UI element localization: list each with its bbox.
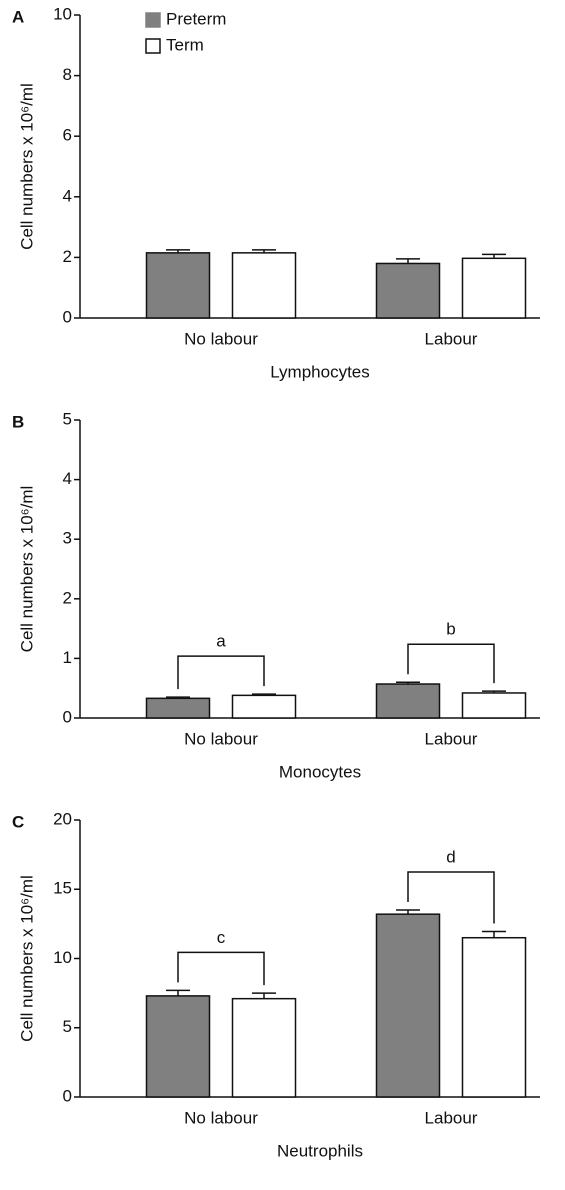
bar bbox=[375, 262, 441, 319]
y-tick-label: 10 bbox=[53, 4, 72, 23]
bar bbox=[461, 257, 527, 319]
x-axis-label: Neutrophils bbox=[277, 1141, 363, 1160]
x-axis-label: Lymphocytes bbox=[270, 362, 370, 381]
bar bbox=[231, 997, 297, 1098]
annotation: c bbox=[217, 928, 226, 947]
panel-label: B bbox=[12, 412, 24, 431]
legend-swatch bbox=[145, 38, 161, 54]
bar bbox=[461, 692, 527, 719]
panel-label: A bbox=[12, 7, 24, 26]
y-tick-label: 10 bbox=[53, 948, 72, 967]
y-tick-label: 2 bbox=[63, 247, 72, 266]
bar bbox=[145, 697, 211, 719]
bar bbox=[145, 995, 211, 1098]
x-tick-label: Labour bbox=[425, 729, 478, 748]
y-axis-label: Cell numbers x 10⁶/ml bbox=[17, 875, 36, 1042]
y-tick-label: 4 bbox=[63, 469, 72, 488]
significance-bracket bbox=[407, 871, 495, 924]
significance-bracket bbox=[407, 643, 495, 684]
y-tick-label: 5 bbox=[63, 1017, 72, 1036]
y-tick-label: 3 bbox=[63, 529, 72, 548]
bar bbox=[145, 252, 211, 319]
x-tick-label: Labour bbox=[425, 1108, 478, 1127]
x-tick-label: Labour bbox=[425, 329, 478, 348]
y-tick-label: 20 bbox=[53, 809, 72, 828]
legend-label: Term bbox=[166, 35, 204, 54]
annotation: d bbox=[446, 848, 455, 867]
y-tick-label: 15 bbox=[53, 879, 72, 898]
y-tick-label: 5 bbox=[63, 409, 72, 428]
panel-label: C bbox=[12, 812, 24, 831]
y-tick-label: 0 bbox=[63, 1086, 72, 1105]
annotation: a bbox=[216, 632, 226, 651]
x-tick-label: No labour bbox=[184, 729, 258, 748]
y-tick-label: 2 bbox=[63, 588, 72, 607]
annotation: b bbox=[446, 620, 455, 639]
x-axis-label: Monocytes bbox=[279, 762, 361, 781]
y-tick-label: 1 bbox=[63, 648, 72, 667]
bar bbox=[231, 694, 297, 719]
significance-bracket bbox=[177, 951, 265, 986]
legend-label: Preterm bbox=[166, 9, 226, 28]
y-tick-label: 0 bbox=[63, 307, 72, 326]
y-tick-label: 6 bbox=[63, 126, 72, 145]
y-tick-label: 0 bbox=[63, 707, 72, 726]
y-tick-label: 4 bbox=[63, 186, 72, 205]
y-axis-label: Cell numbers x 10⁶/ml bbox=[17, 486, 36, 653]
x-tick-label: No labour bbox=[184, 329, 258, 348]
bar bbox=[375, 683, 441, 719]
x-tick-label: No labour bbox=[184, 1108, 258, 1127]
bar bbox=[375, 913, 441, 1098]
legend-swatch bbox=[145, 12, 161, 28]
y-axis-label: Cell numbers x 10⁶/ml bbox=[17, 83, 36, 250]
bar bbox=[231, 252, 297, 319]
significance-bracket bbox=[177, 655, 265, 690]
y-tick-label: 8 bbox=[63, 65, 72, 84]
bar bbox=[461, 936, 527, 1098]
